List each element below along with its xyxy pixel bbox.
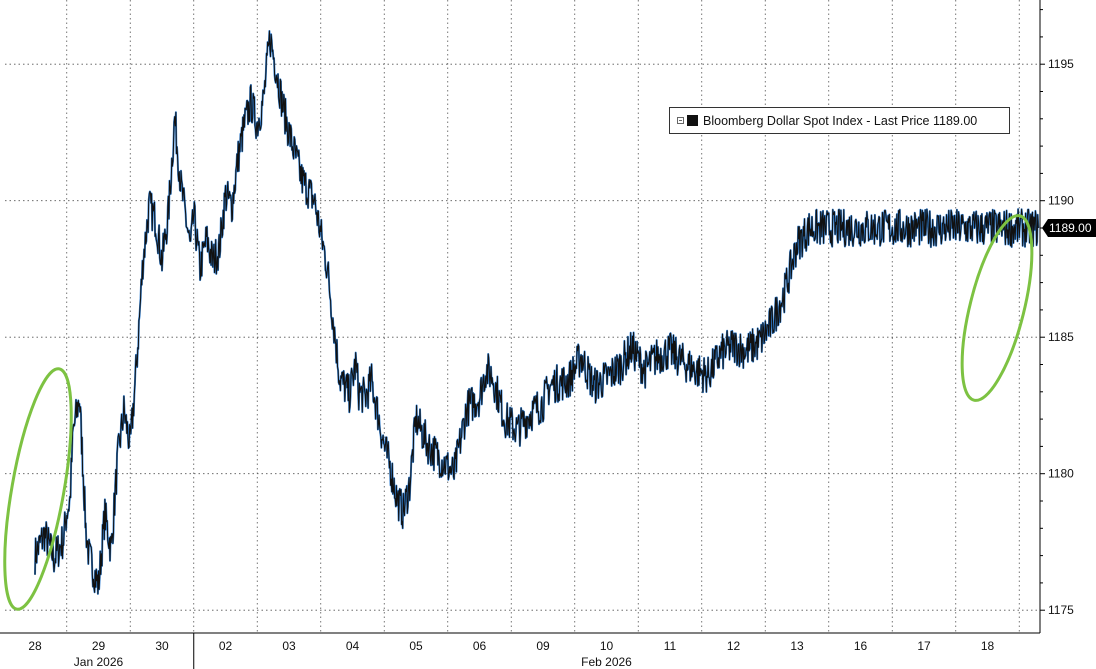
last-price-tag bbox=[1042, 219, 1096, 237]
last-price-label: 1189.00 bbox=[1049, 221, 1092, 235]
x-tick-label: 18 bbox=[981, 639, 995, 653]
x-tick-label: 06 bbox=[473, 639, 487, 653]
x-month-label: Jan 2026 bbox=[74, 655, 124, 669]
x-tick-label: 12 bbox=[727, 639, 741, 653]
x-tick-label: 09 bbox=[536, 639, 550, 653]
x-tick-label: 04 bbox=[346, 639, 360, 653]
x-month-label: Feb 2026 bbox=[581, 655, 632, 669]
legend-label: Bloomberg Dollar Spot Index - Last Price… bbox=[703, 113, 978, 128]
x-tick-label: 05 bbox=[409, 639, 423, 653]
x-tick-label: 03 bbox=[282, 639, 296, 653]
legend[interactable]: Bloomberg Dollar Spot Index - Last Price… bbox=[669, 107, 1010, 134]
x-tick-label: 17 bbox=[917, 639, 931, 653]
annotation-ellipse-end bbox=[960, 214, 1034, 402]
series-line bbox=[34, 30, 1039, 595]
y-tick-label: 1185 bbox=[1048, 330, 1074, 344]
x-tick-label: 11 bbox=[664, 639, 677, 653]
y-tick-label: 1195 bbox=[1048, 57, 1074, 71]
x-tick-label: 10 bbox=[600, 639, 614, 653]
legend-swatch bbox=[687, 115, 698, 126]
x-tick-label: 28 bbox=[28, 639, 42, 653]
annotation-ellipse-start bbox=[3, 367, 73, 611]
x-tick-label: 02 bbox=[219, 639, 233, 653]
y-tick-label: 1175 bbox=[1048, 603, 1074, 617]
x-tick-label: 29 bbox=[92, 639, 106, 653]
x-tick-label: 13 bbox=[790, 639, 804, 653]
x-tick-label: 30 bbox=[155, 639, 169, 653]
x-tick-label: 16 bbox=[854, 639, 868, 653]
legend-collapse-icon[interactable] bbox=[677, 117, 684, 124]
y-tick-label: 1190 bbox=[1048, 194, 1074, 208]
y-tick-label: 1180 bbox=[1048, 467, 1074, 481]
